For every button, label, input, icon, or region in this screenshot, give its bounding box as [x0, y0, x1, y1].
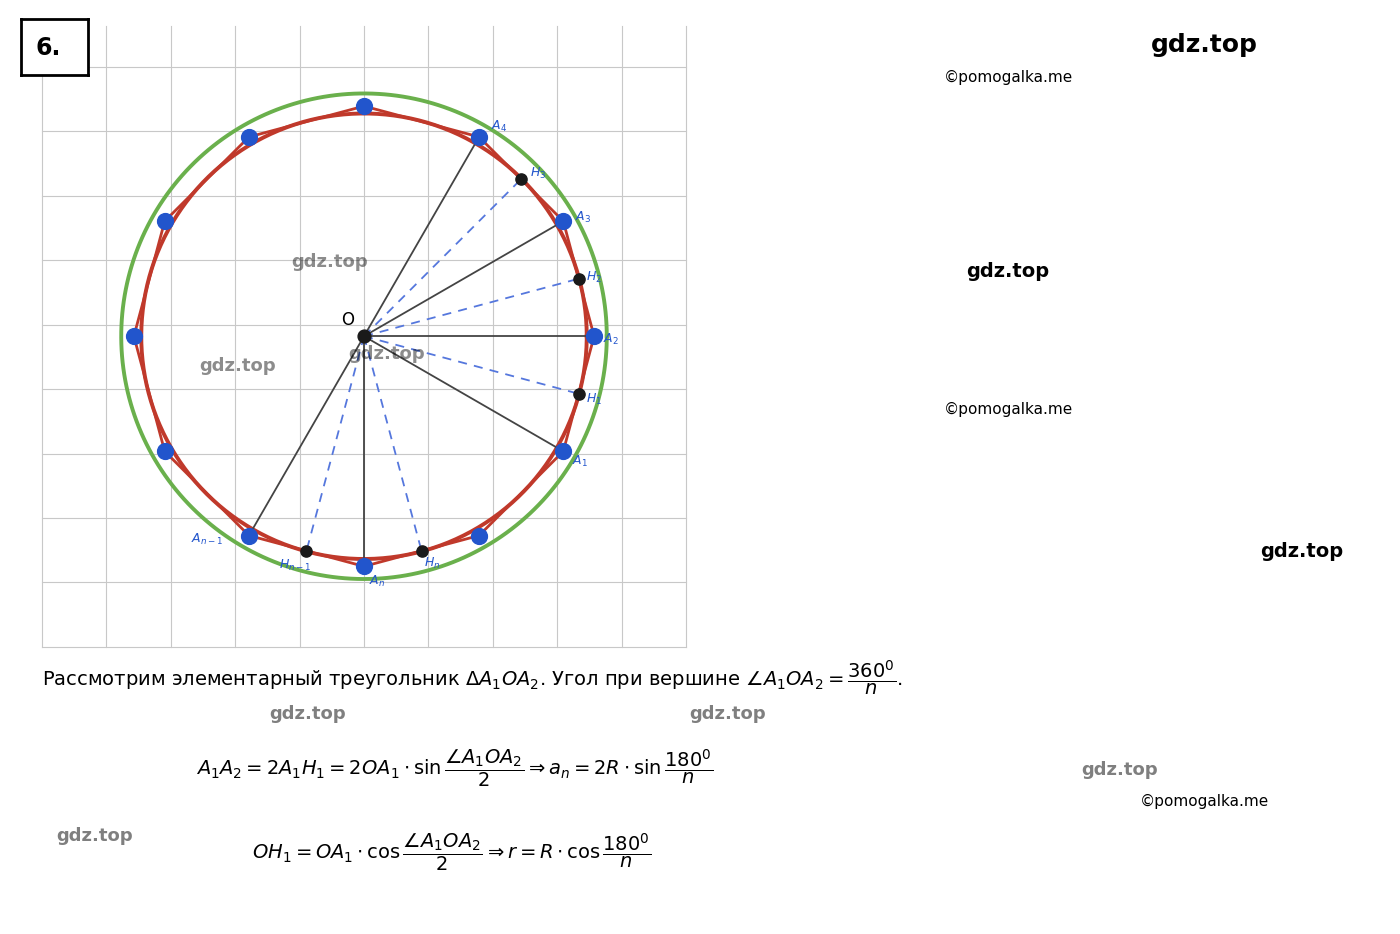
Text: ©pomogalka.me: ©pomogalka.me — [944, 402, 1072, 417]
Point — [295, 544, 318, 559]
Text: gdz.top: gdz.top — [1151, 33, 1257, 57]
Text: ©pomogalka.me: ©pomogalka.me — [1140, 794, 1268, 809]
Point — [468, 130, 490, 145]
Point — [154, 444, 176, 459]
Text: $A_n$: $A_n$ — [368, 573, 385, 588]
Text: gdz.top: gdz.top — [690, 705, 766, 723]
Point — [123, 329, 146, 344]
Point — [353, 559, 375, 573]
Point — [567, 387, 589, 402]
Point — [582, 329, 605, 344]
Text: gdz.top: gdz.top — [349, 346, 426, 363]
Text: gdz.top: gdz.top — [199, 357, 276, 375]
Text: gdz.top: gdz.top — [1082, 761, 1158, 779]
Text: Рассмотрим элементарный треугольник $\Delta A_1OA_2$. Угол при вершине $\angle A: Рассмотрим элементарный треугольник $\De… — [42, 658, 903, 698]
Text: $H_{n-1}$: $H_{n-1}$ — [279, 559, 311, 573]
Point — [552, 214, 574, 229]
Text: gdz.top: gdz.top — [1260, 542, 1344, 560]
Text: $A_1$: $A_1$ — [573, 454, 588, 469]
Text: $H_2$: $H_2$ — [585, 270, 602, 285]
Text: $A_{n-1}$: $A_{n-1}$ — [192, 531, 224, 546]
Text: $A_3$: $A_3$ — [575, 210, 591, 225]
Point — [154, 214, 176, 229]
Point — [468, 528, 490, 543]
Point — [410, 544, 433, 559]
Point — [552, 444, 574, 459]
Text: gdz.top: gdz.top — [56, 827, 133, 844]
Text: $OH_1 = OA_1 \cdot \cos\dfrac{\angle A_1OA_2}{2}\Rightarrow r = R \cdot \cos\dfr: $OH_1 = OA_1 \cdot \cos\dfrac{\angle A_1… — [252, 831, 651, 873]
Point — [353, 329, 375, 344]
Text: gdz.top: gdz.top — [291, 253, 368, 271]
Point — [510, 172, 532, 187]
Text: $H_n$: $H_n$ — [424, 556, 440, 572]
Text: $A_1A_2 = 2A_1H_1 = 2OA_1 \cdot \sin\dfrac{\angle A_1OA_2}{2}\Rightarrow a_n = 2: $A_1A_2 = 2A_1H_1 = 2OA_1 \cdot \sin\dfr… — [196, 747, 713, 789]
Text: 6.: 6. — [35, 35, 60, 60]
Text: $A_4$: $A_4$ — [490, 119, 507, 134]
Text: gdz.top: gdz.top — [270, 705, 346, 723]
Text: $A_2$: $A_2$ — [603, 333, 619, 347]
Point — [353, 99, 375, 114]
Text: $H_3$: $H_3$ — [531, 165, 546, 181]
Point — [567, 271, 589, 286]
Point — [238, 130, 260, 145]
Text: ©pomogalka.me: ©pomogalka.me — [944, 70, 1072, 85]
Text: $H_1$: $H_1$ — [585, 392, 602, 407]
Point — [238, 528, 260, 543]
Text: gdz.top: gdz.top — [966, 262, 1050, 280]
Text: O: O — [342, 311, 354, 329]
